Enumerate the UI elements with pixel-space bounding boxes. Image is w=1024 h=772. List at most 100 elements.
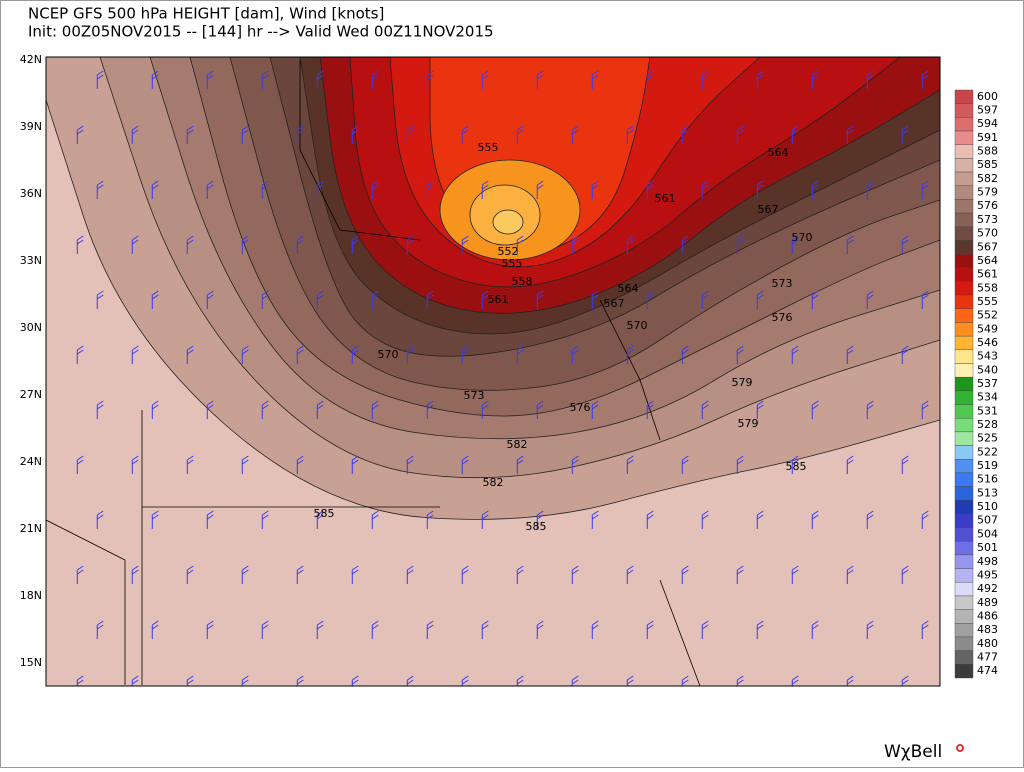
wind-barb (296, 565, 304, 584)
colorbar-swatch (954, 267, 974, 282)
colorbar-label: 474 (977, 664, 998, 677)
colorbar-label: 489 (977, 596, 998, 609)
wind-barb (901, 125, 909, 144)
wind-barb (646, 400, 654, 419)
wind-barb (846, 675, 854, 686)
colorbar-swatch (954, 322, 974, 337)
wind-barb (151, 180, 159, 199)
colorbar-label: 486 (977, 609, 998, 622)
colorbar-swatch (954, 417, 974, 433)
wind-barb (351, 235, 359, 254)
colorbar-swatch (954, 445, 974, 460)
wind-barb (536, 400, 544, 419)
colorbar-swatch (954, 568, 974, 583)
colorbar-swatch (954, 185, 974, 200)
colorbar-swatch (954, 212, 974, 227)
colorbar-label: 507 (977, 514, 998, 527)
wind-barb (406, 345, 414, 364)
wind-barb (406, 235, 414, 254)
wind-barb (811, 510, 819, 529)
colorbar-label: 600 (977, 90, 998, 103)
wind-barb (131, 125, 139, 144)
wind-barb (846, 345, 854, 364)
colorbar-label: 546 (977, 336, 998, 349)
colorbar-label: 516 (977, 473, 998, 486)
wind-barb (626, 455, 634, 474)
wind-barb (921, 290, 929, 309)
colorbar-label: 549 (977, 322, 998, 335)
wind-barb (316, 70, 324, 89)
colorbar-label: 543 (977, 350, 998, 363)
wind-barb (186, 235, 194, 254)
contour-label: 555 (502, 257, 523, 270)
wind-barb (626, 565, 634, 584)
wind-barb (481, 620, 489, 639)
wind-barb (901, 455, 909, 474)
colorbar-label: 558 (977, 281, 998, 294)
wind-barb (206, 70, 214, 89)
map-border (45, 56, 941, 687)
colorbar-swatch (954, 240, 974, 255)
border-line (46, 519, 126, 685)
lat-label: 39N (20, 120, 42, 133)
colorbar-swatch (954, 541, 974, 556)
contour-label: 570 (378, 348, 399, 361)
colorbar-label: 588 (977, 145, 998, 158)
wind-barb (351, 345, 359, 364)
wind-barb (811, 620, 819, 639)
wind-barb (261, 70, 269, 89)
wind-barb (536, 620, 544, 639)
wind-barb (206, 510, 214, 529)
wind-barb (536, 290, 544, 309)
colorbar-label: 552 (977, 309, 998, 322)
colorbar-swatch (954, 363, 974, 378)
wind-barb (76, 235, 84, 254)
wind-barb (371, 510, 379, 529)
contour-label: 585 (314, 507, 335, 520)
lat-label: 36N (20, 187, 42, 200)
wind-barb (681, 235, 689, 254)
wind-barb (681, 675, 689, 686)
subtitle: Init: 00Z05NOV2015 -- [144] hr --> Valid… (28, 23, 494, 41)
wind-barb (866, 180, 874, 199)
wind-barb (261, 180, 269, 199)
contour-label: 582 (507, 438, 528, 451)
wind-barb (461, 565, 469, 584)
wind-barb (866, 290, 874, 309)
wind-barb (96, 180, 104, 199)
wind-barb (756, 70, 764, 89)
colorbar-label: 504 (977, 527, 998, 540)
wind-barb (701, 620, 709, 639)
wind-barb (736, 125, 744, 144)
logo-dot (956, 744, 964, 752)
wind-barb (241, 235, 249, 254)
lat-label: 24N (20, 455, 42, 468)
wind-barb (516, 345, 524, 364)
wind-barb (186, 675, 194, 686)
contour-label: 561 (655, 192, 676, 205)
colorbar-swatch (954, 459, 974, 474)
wind-barb (131, 235, 139, 254)
wind-barb (866, 70, 874, 89)
colorbar-swatch (954, 117, 974, 132)
contour-label: 555 (478, 141, 499, 154)
wind-barb (701, 400, 709, 419)
wind-barb (206, 400, 214, 419)
lat-label: 30N (20, 321, 42, 334)
wind-barb (151, 400, 159, 419)
wind-barb (261, 510, 269, 529)
wind-barb (206, 180, 214, 199)
colorbar-swatch (954, 294, 974, 309)
colorbar-swatch (954, 144, 974, 159)
wind-barb (921, 510, 929, 529)
colorbar-label: 570 (977, 227, 998, 240)
wind-barb (76, 455, 84, 474)
colorbar-label: 582 (977, 172, 998, 185)
wind-barb (591, 400, 599, 419)
wind-barb (921, 180, 929, 199)
colorbar-swatch (954, 595, 974, 610)
wind-barb (516, 565, 524, 584)
wind-barb (241, 345, 249, 364)
wind-barb (351, 565, 359, 584)
